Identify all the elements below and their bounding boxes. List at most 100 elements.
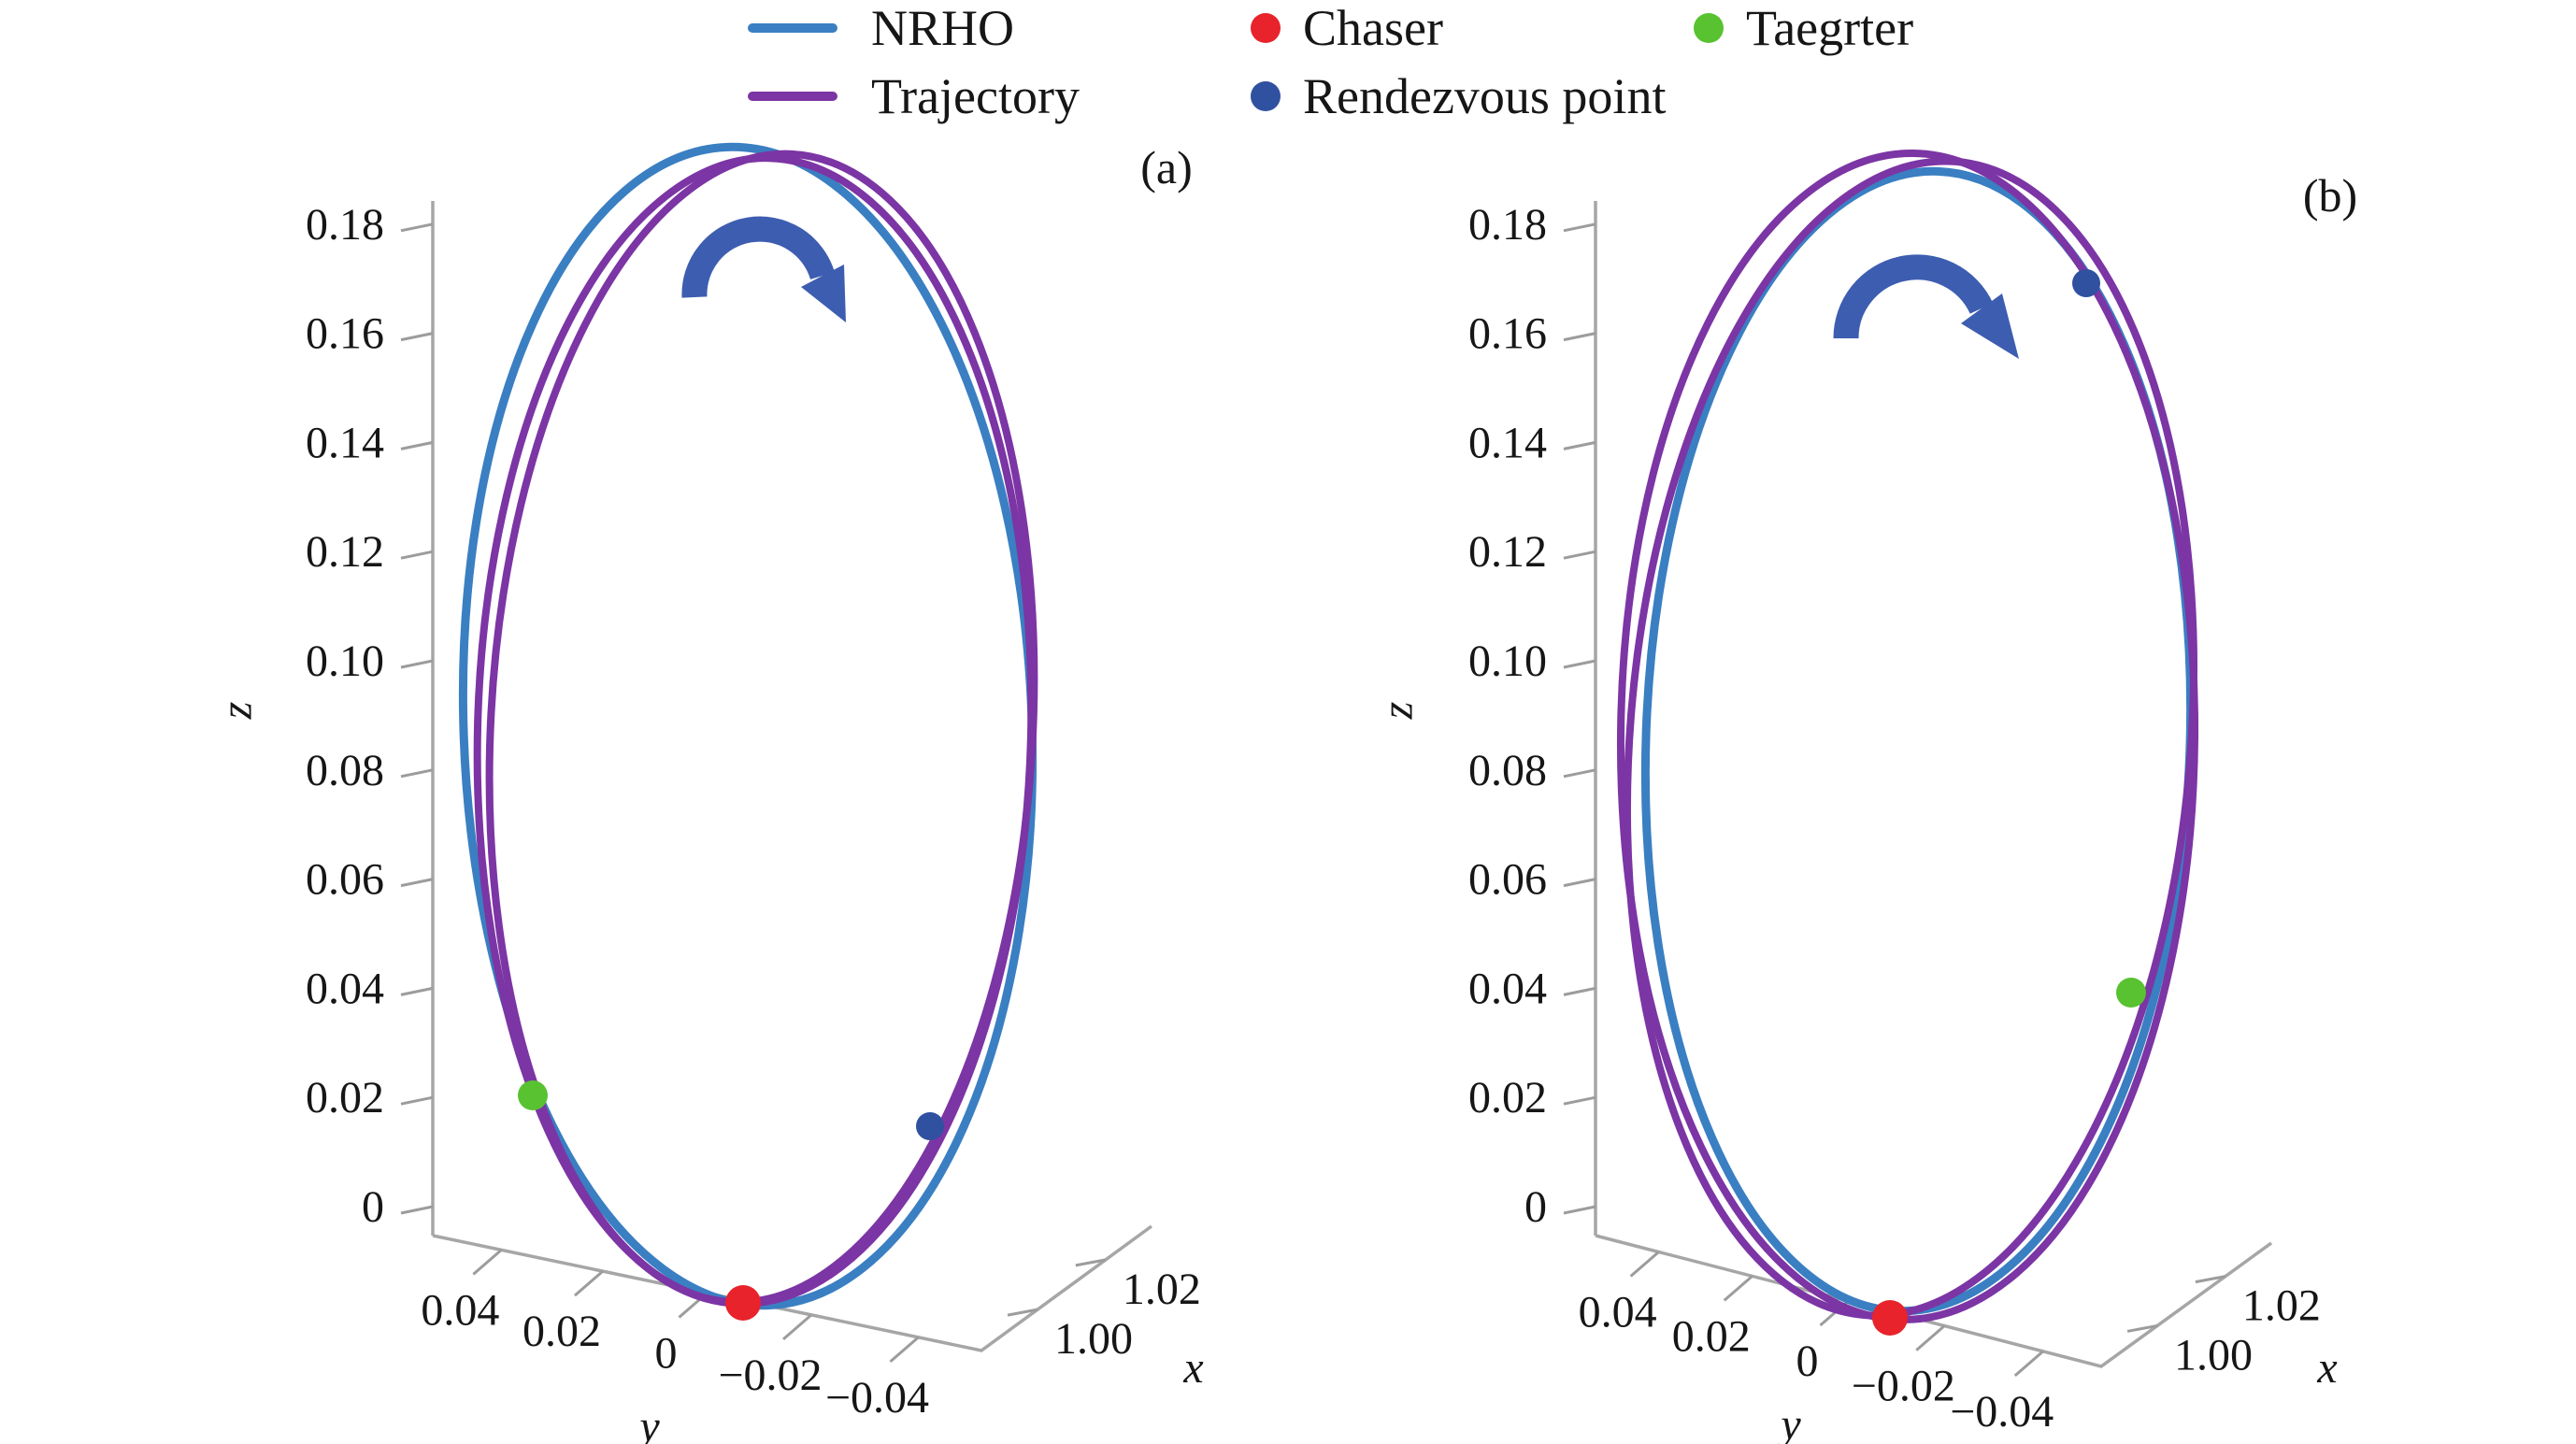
z-tick [1563, 222, 1596, 233]
legend-label-rendezvous-point: Rendezvous point [1303, 68, 1667, 124]
legend-item-chaser: Chaser [1251, 0, 1443, 56]
nrho-orbit-curve [458, 142, 1038, 1310]
z-tick [1563, 986, 1596, 996]
z-tick [400, 1205, 434, 1215]
rendezvous-dot-swatch [1251, 81, 1281, 111]
z-tick [400, 332, 434, 342]
trajectory-curve-2 [1624, 157, 2197, 1320]
z-tick [1563, 1095, 1596, 1106]
y-tick [1723, 1275, 1753, 1302]
chaser-marker-b [1872, 1300, 1908, 1336]
legend-item-rendezvous-point: Rendezvous point [1251, 68, 1667, 124]
z-tick [400, 222, 434, 233]
legend-item-taegrter: Taegrter [1694, 0, 1914, 56]
x-axis-label: x [2316, 1343, 2337, 1393]
legend-label-trajectory: Trajectory [871, 68, 1080, 124]
z-tick-label: 0.14 [306, 418, 384, 467]
y-axis-label: y [635, 1402, 660, 1444]
rotation-arrow-head [1961, 293, 2019, 359]
y-tick-label: −0.02 [718, 1351, 822, 1400]
z-tick [400, 550, 434, 560]
z-tick-label: 0.08 [1468, 746, 1547, 795]
rotation-arrow-arc [1833, 254, 1994, 339]
panel-b: 0 0.02 0.04 0.06 0.08 0.10 0.12 0.14 0.16 0.18 0.0… [1373, 150, 2357, 1444]
x-axis-label: x [1182, 1343, 1203, 1393]
z-axis-label: z [1373, 701, 1423, 720]
z-tick-label: 0.12 [1468, 527, 1547, 577]
floor-axes-a [432, 1224, 1153, 1352]
y-tick-label: 0.02 [522, 1307, 601, 1356]
x-tick-label: 1.00 [2174, 1330, 2253, 1380]
z-tick-label: 0.06 [306, 855, 384, 905]
y-tick-label: 0.04 [1579, 1288, 1657, 1337]
z-tick [1563, 878, 1596, 888]
y-tick-label: −0.04 [1950, 1387, 2054, 1437]
z-tick [1563, 550, 1596, 560]
x-tick-label: 1.00 [1054, 1314, 1133, 1364]
floor-axes-b [1595, 1234, 2273, 1368]
target-marker-b [2116, 978, 2146, 1008]
z-tick-label: 0 [1524, 1182, 1547, 1232]
z-tick-label: 0.16 [306, 309, 384, 359]
panel-label-a: (a) [1140, 141, 1193, 193]
x-tick [1007, 1308, 1038, 1317]
z-tick-label: 0.02 [306, 1073, 384, 1122]
z-tick [1563, 332, 1596, 342]
z-tick [400, 659, 434, 669]
y-tick [889, 1336, 920, 1363]
y-tick [472, 1249, 503, 1276]
y-tick-label: −0.04 [825, 1373, 929, 1423]
legend-label-nrho: NRHO [871, 0, 1015, 56]
z-tick [1563, 1205, 1596, 1215]
x-tick [1075, 1258, 1107, 1267]
z-tick [1563, 768, 1596, 779]
target-marker-a [518, 1080, 548, 1110]
y-tick [1915, 1324, 1946, 1351]
rendezvous-marker-b [2072, 269, 2100, 297]
z-tick [400, 986, 434, 996]
z-tick-label: 0.16 [1468, 309, 1547, 359]
trajectory-line-swatch [748, 92, 837, 101]
z-tick-label: 0.18 [306, 200, 384, 250]
y-tick [782, 1313, 813, 1341]
y-tick-label: 0.04 [421, 1285, 499, 1335]
y-tick [573, 1269, 604, 1297]
y-tick [2013, 1350, 2044, 1378]
legend-label-chaser: Chaser [1303, 0, 1443, 56]
y-axis-label: y [1776, 1400, 1801, 1444]
y-tick [1629, 1251, 1660, 1278]
legend-item-nrho: NRHO [748, 0, 1015, 56]
z-tick-label: 0.06 [1468, 855, 1547, 905]
z-tick [400, 878, 434, 888]
panel-label-b: (b) [2303, 169, 2357, 222]
chaser-dot-swatch [1251, 13, 1281, 43]
x-tick-label: 1.02 [1123, 1265, 1201, 1314]
legend-item-trajectory: Trajectory [748, 68, 1080, 124]
rotation-arrow-arc [681, 216, 835, 298]
z-tick-label: 0.02 [1468, 1073, 1547, 1122]
nrho-line-swatch [748, 23, 837, 33]
z-tick [400, 1095, 434, 1106]
z-tick-label: 0.04 [306, 964, 384, 1013]
y-tick-label: −0.02 [1852, 1362, 1955, 1411]
x-tick [2126, 1323, 2158, 1333]
y-tick-label: 0 [1796, 1337, 1819, 1386]
target-dot-swatch [1694, 13, 1724, 43]
z-tick-label: 0 [362, 1182, 384, 1232]
z-tick-label: 0.14 [1468, 418, 1547, 467]
rotation-arrow-head [801, 264, 846, 322]
z-tick-label: 0.10 [1468, 636, 1547, 686]
z-tick-label: 0.18 [1468, 200, 1547, 250]
z-tick-label: 0.12 [306, 527, 384, 577]
z-tick [400, 768, 434, 779]
chaser-marker-a [725, 1285, 761, 1321]
trajectory-curve-1 [1616, 150, 2199, 1323]
z-tick-label: 0.10 [306, 636, 384, 686]
z-tick [1563, 440, 1596, 450]
y-tick-label: 0 [655, 1329, 678, 1379]
z-tick [1563, 659, 1596, 669]
z-tick-label: 0.04 [1468, 964, 1547, 1013]
legend-label-taegrter: Taegrter [1746, 0, 1914, 56]
z-tick [400, 440, 434, 450]
